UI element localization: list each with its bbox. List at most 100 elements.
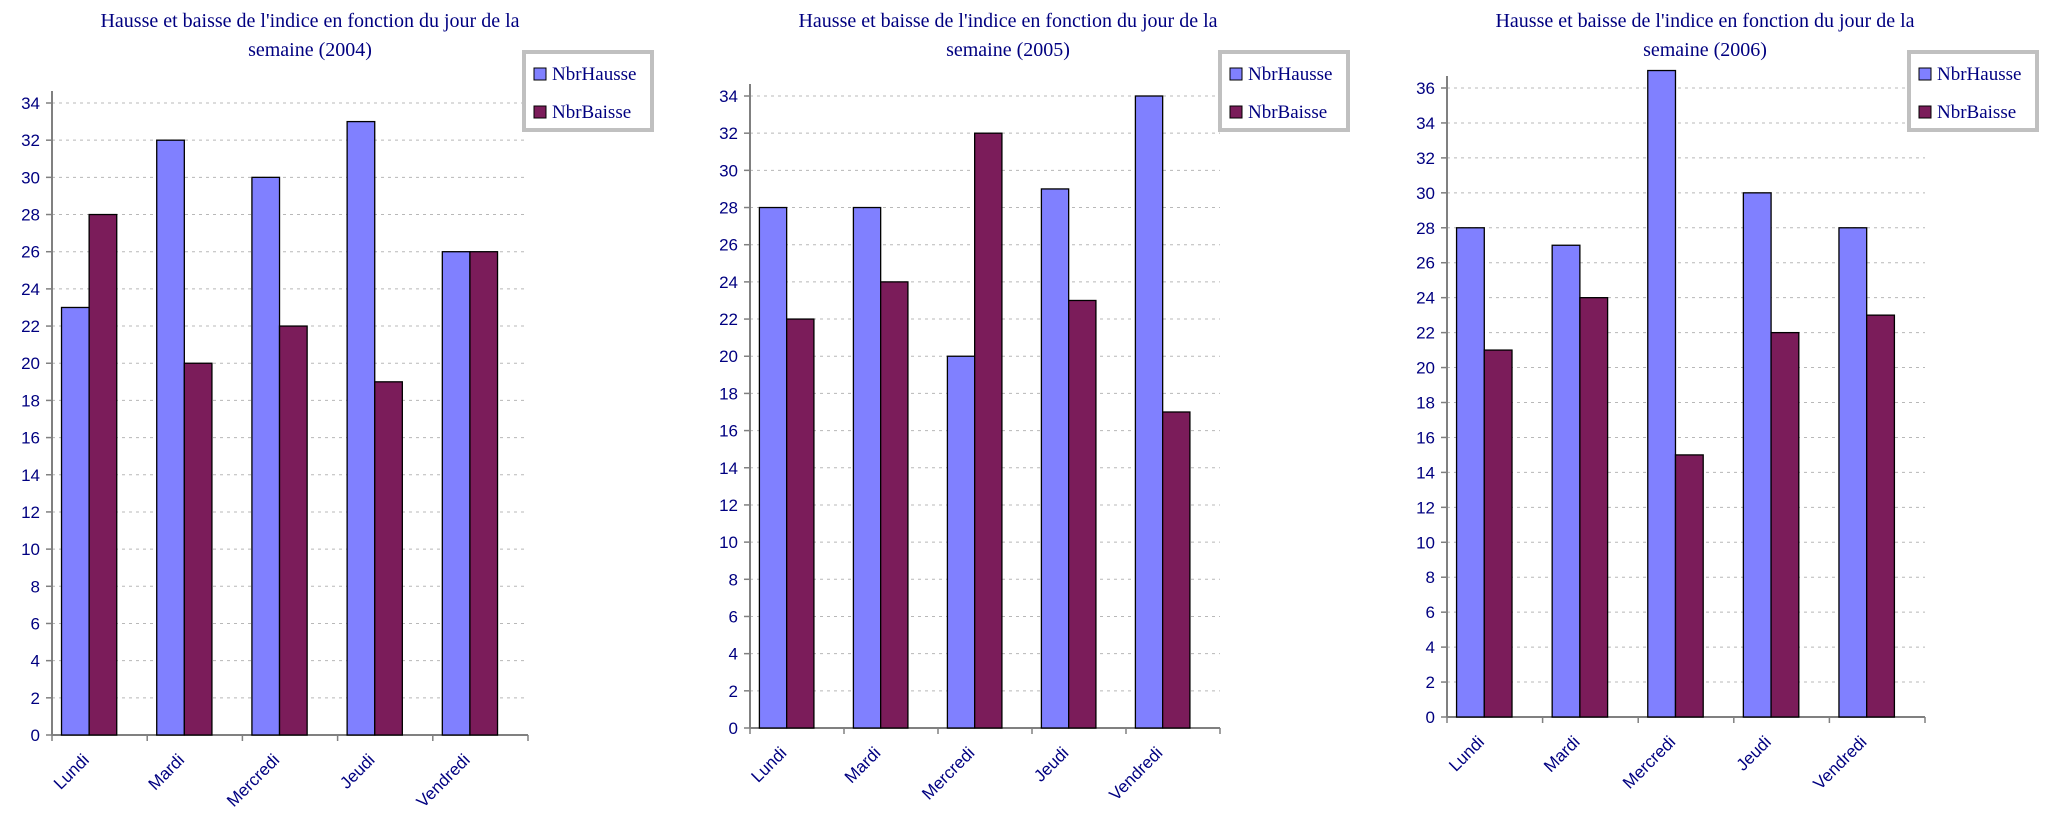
legend-swatch-nbrhausse	[533, 67, 547, 81]
legend-label-nbrhausse: NbrHausse	[552, 64, 636, 85]
bar-nbrhausse-lundi	[60, 306, 90, 736]
legend-swatch-nbrhausse	[1229, 67, 1243, 81]
x-category-label: Vendredi	[413, 750, 474, 811]
bar-nbrhausse-mercredi	[1647, 69, 1677, 718]
y-tick-label: 24	[719, 273, 738, 292]
y-tick-label: 32	[1416, 149, 1435, 168]
y-tick-label: 16	[719, 422, 738, 441]
chart-title-line: Hausse et baisse de l'indice en fonction…	[100, 10, 519, 32]
y-tick-label: 0	[729, 719, 738, 738]
y-tick-label: 10	[21, 540, 40, 559]
y-tick-label: 14	[21, 466, 40, 485]
y-tick-label: 12	[1416, 498, 1435, 517]
legend-label-nbrhausse: NbrHausse	[1248, 64, 1332, 85]
bar-nbrbaisse-jeudi	[374, 381, 403, 736]
legend: NbrHausse NbrBaisse	[522, 50, 654, 132]
y-tick-label: 2	[729, 682, 738, 701]
bar-nbrhausse-lundi	[758, 206, 788, 729]
y-tick-label: 18	[1416, 394, 1435, 413]
bar-nbrbaisse-jeudi	[1770, 331, 1800, 718]
x-category-label: Lundi	[50, 750, 93, 793]
chart-title-line: semaine (2005)	[946, 39, 1070, 61]
bar-nbrhausse-vendredi	[1134, 95, 1164, 729]
y-tick-label: 16	[1416, 428, 1435, 447]
y-tick-label: 34	[719, 87, 738, 106]
y-tick-label: 28	[21, 206, 40, 225]
y-tick-label: 8	[1426, 568, 1435, 587]
chart-2: Hausse et baisse de l'indice en fonction…	[719, 10, 1350, 804]
y-tick-label: 12	[719, 496, 738, 515]
y-tick-label: 32	[21, 131, 40, 150]
legend-label-nbrhausse: NbrHausse	[1937, 64, 2021, 85]
y-tick-label: 18	[21, 391, 40, 410]
y-tick-label: 30	[21, 168, 40, 187]
y-tick-label: 4	[1426, 638, 1435, 657]
x-category-label: Vendredi	[1810, 732, 1871, 793]
y-tick-label: 24	[21, 280, 40, 299]
bar-nbrhausse-mercredi	[946, 355, 976, 729]
legend-box	[1218, 50, 1350, 132]
chart-1: Hausse et baisse de l'indice en fonction…	[21, 10, 654, 811]
bar-nbrbaisse-vendredi	[469, 251, 499, 736]
bar-nbrhausse-mardi	[852, 206, 882, 729]
x-category-label: Vendredi	[1106, 743, 1167, 804]
x-category-label: Mardi	[145, 750, 188, 793]
bar-nbrbaisse-vendredi	[1162, 411, 1191, 729]
y-tick-label: 34	[1416, 114, 1435, 133]
x-category-label: Mercredi	[223, 750, 283, 810]
y-tick-label: 20	[1416, 359, 1435, 378]
y-tick-label: 2	[1426, 673, 1435, 692]
y-tick-label: 20	[719, 347, 738, 366]
y-tick-label: 12	[21, 503, 40, 522]
y-tick-label: 4	[31, 652, 40, 671]
bar-nbrhausse-jeudi	[1040, 188, 1070, 729]
legend-swatch-nbrhausse	[1918, 67, 1932, 81]
y-tick-label: 8	[31, 577, 40, 596]
y-tick-label: 22	[1416, 324, 1435, 343]
y-tick-label: 14	[1416, 463, 1435, 482]
x-category-label: Mercredi	[1619, 732, 1679, 792]
bar-nbrhausse-mardi	[156, 139, 185, 736]
bar-nbrhausse-mercredi	[251, 176, 281, 736]
y-tick-label: 14	[719, 459, 738, 478]
y-tick-label: 24	[1416, 289, 1435, 308]
chart-title-line: semaine (2006)	[1643, 39, 1767, 61]
legend-swatch-nbrbaisse	[533, 105, 547, 119]
y-tick-label: 2	[31, 689, 40, 708]
y-tick-label: 26	[719, 236, 738, 255]
y-tick-label: 0	[1426, 708, 1435, 727]
legend-swatch-nbrbaisse	[1918, 105, 1932, 119]
bar-nbrhausse-jeudi	[346, 120, 376, 736]
bar-nbrhausse-lundi	[1455, 227, 1485, 718]
y-tick-label: 26	[21, 243, 40, 262]
bar-nbrbaisse-lundi	[88, 213, 118, 736]
bar-nbrhausse-vendredi	[441, 251, 471, 736]
chart-3: Hausse et baisse de l'indice en fonction…	[1416, 10, 2039, 793]
bar-nbrbaisse-mardi	[183, 362, 213, 736]
chart-title-line: semaine (2004)	[248, 39, 372, 61]
bar-nbrbaisse-mercredi	[974, 132, 1003, 729]
bar-nbrbaisse-mercredi	[1674, 454, 1704, 718]
bar-nbrhausse-mardi	[1551, 244, 1581, 718]
y-tick-label: 22	[21, 317, 40, 336]
y-tick-label: 10	[1416, 533, 1435, 552]
bar-nbrbaisse-jeudi	[1068, 299, 1097, 729]
bar-nbrbaisse-lundi	[1483, 349, 1513, 718]
bar-nbrbaisse-vendredi	[1866, 314, 1896, 718]
legend: NbrHausse NbrBaisse	[1218, 50, 1350, 132]
y-tick-label: 22	[719, 310, 738, 329]
chart-title-line: Hausse et baisse de l'indice en fonction…	[798, 10, 1217, 32]
y-tick-label: 30	[719, 161, 738, 180]
y-tick-label: 6	[729, 607, 738, 626]
y-tick-label: 0	[31, 726, 40, 745]
chart-title-line: Hausse et baisse de l'indice en fonction…	[1495, 10, 1914, 32]
x-category-label: Lundi	[748, 743, 791, 786]
legend: NbrHausse NbrBaisse	[1907, 50, 2039, 132]
legend-label-nbrbaisse: NbrBaisse	[1248, 102, 1327, 123]
y-tick-label: 10	[719, 533, 738, 552]
bar-nbrbaisse-mardi	[880, 281, 909, 729]
y-tick-label: 36	[1416, 79, 1435, 98]
y-tick-label: 28	[1416, 219, 1435, 238]
y-tick-label: 30	[1416, 184, 1435, 203]
